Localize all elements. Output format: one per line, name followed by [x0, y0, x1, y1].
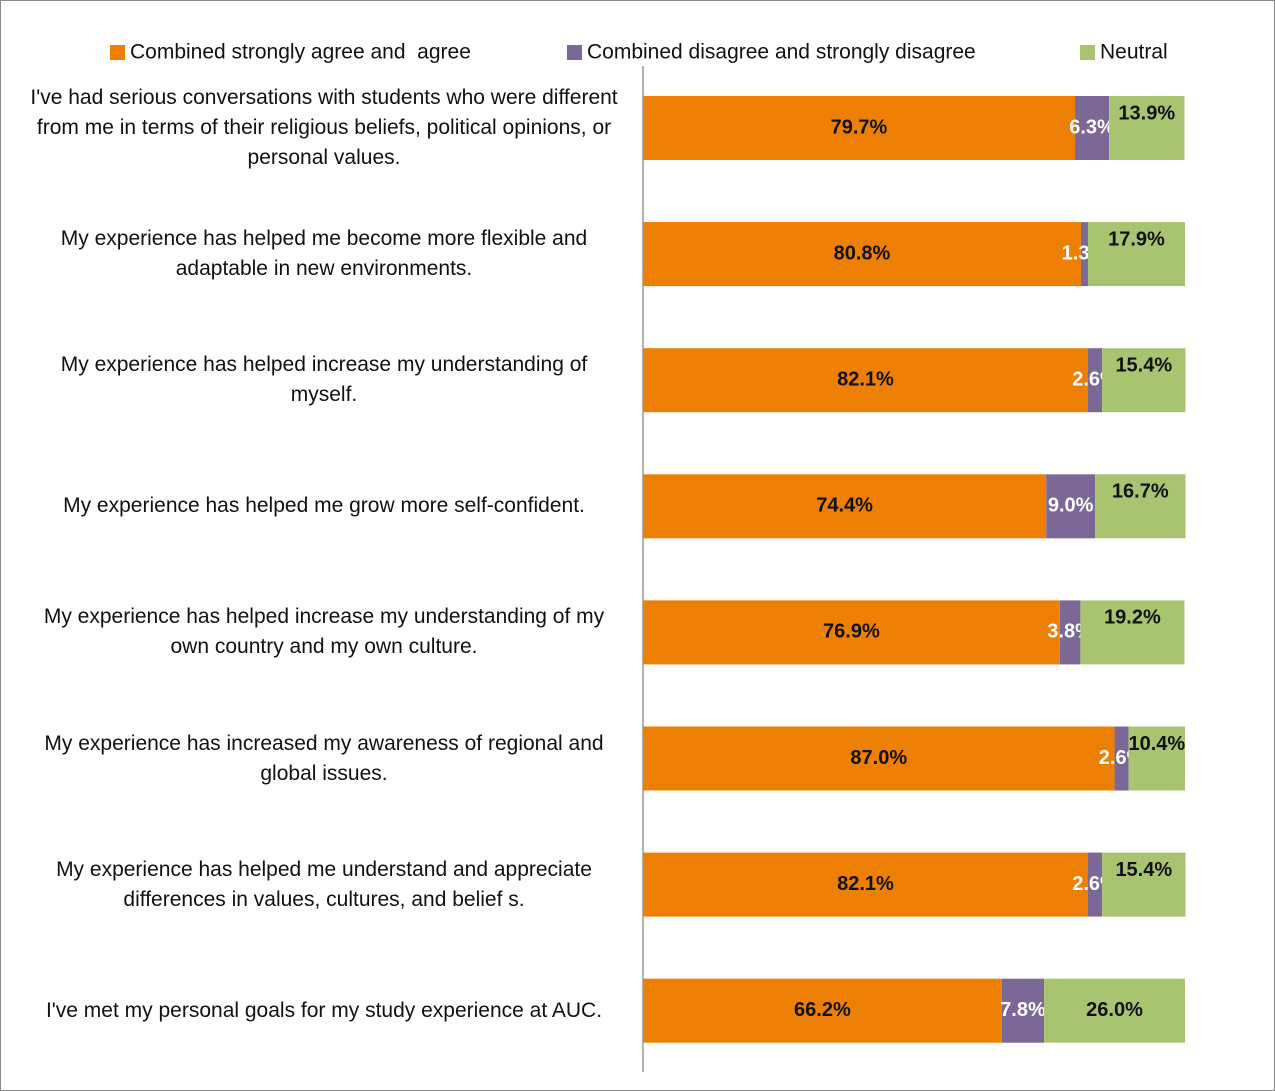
legend-label: Combined disagree and strongly disagree — [587, 41, 976, 64]
data-label: 74.4% — [816, 495, 873, 517]
bar-segment — [1095, 474, 1186, 539]
data-label: 26.0% — [1086, 999, 1143, 1021]
data-label: 15.4% — [1115, 859, 1172, 881]
data-label: 10.4% — [1128, 733, 1185, 755]
bar-segment — [1109, 96, 1185, 160]
legend-swatch — [110, 45, 125, 60]
data-label: 9.0% — [1048, 495, 1094, 517]
legend-label: Combined strongly agree and agree — [130, 41, 471, 64]
bar-segment — [643, 96, 1075, 160]
data-label: 16.7% — [1112, 481, 1169, 503]
data-label: 7.8% — [1000, 999, 1046, 1021]
bar-segment — [1074, 96, 1110, 160]
bar-segment — [643, 726, 1115, 791]
bar-segment — [643, 348, 1088, 413]
category-label: My experience has helped increase my und… — [43, 605, 605, 659]
data-label: 6.3% — [1069, 116, 1115, 138]
bar-segment — [1087, 222, 1185, 287]
legend-swatch — [1080, 45, 1095, 60]
bar-segment — [1102, 852, 1186, 917]
bar-segment — [1102, 348, 1186, 413]
bar-segment — [1087, 348, 1103, 413]
legend-label: Neutral — [1100, 41, 1168, 64]
bar-segment — [643, 852, 1088, 917]
bar-segment — [1044, 978, 1185, 1043]
data-label: 87.0% — [850, 747, 907, 769]
category-label: I've had serious conversations with stud… — [30, 86, 618, 169]
data-label: 15.4% — [1115, 354, 1172, 376]
data-label: 66.2% — [794, 999, 851, 1021]
bar-segment — [1046, 474, 1096, 539]
bar-segment — [643, 474, 1047, 539]
category-label: My experience has helped me become more … — [60, 227, 588, 281]
category-label: I've met my personal goals for my study … — [45, 998, 603, 1022]
bar-segment — [1087, 852, 1103, 917]
data-label: 79.7% — [831, 116, 888, 138]
bar-segment — [643, 600, 1060, 665]
data-label: 17.9% — [1108, 228, 1165, 250]
bar-segment — [1114, 726, 1129, 791]
category-label: My experience has helped increase my und… — [60, 353, 588, 407]
data-label: 82.1% — [837, 368, 894, 390]
bar-segment — [643, 978, 1002, 1043]
legend-swatch — [567, 45, 582, 60]
data-label: 13.9% — [1118, 102, 1175, 124]
data-label: 82.1% — [837, 873, 894, 895]
data-label: 19.2% — [1104, 607, 1161, 629]
bar-segment — [1080, 600, 1185, 665]
bar-segment — [1080, 222, 1088, 287]
data-label: 80.8% — [834, 242, 891, 264]
bar-segment — [1128, 726, 1185, 791]
bar-segment — [643, 222, 1081, 287]
category-label: My experience has helped me grow more se… — [63, 494, 585, 518]
bar-segment — [1059, 600, 1081, 665]
category-label: My experience has helped me understand a… — [56, 857, 592, 911]
category-label: My experience has increased my awareness… — [44, 731, 604, 785]
bar-segment — [1001, 978, 1045, 1043]
data-label: 76.9% — [823, 621, 880, 643]
